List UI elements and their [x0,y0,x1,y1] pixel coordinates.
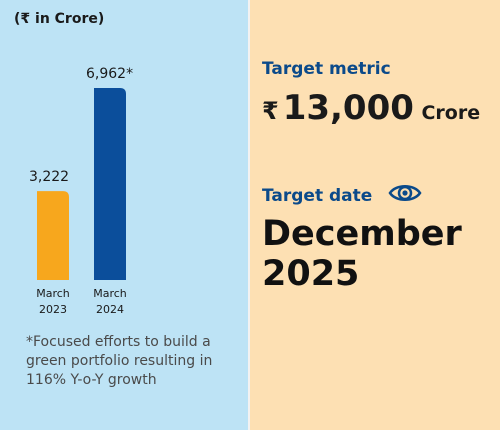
target-metric-value: ₹13,000 Crore [262,88,480,128]
target-date-heading: Target date [262,182,422,209]
eye-icon [388,182,422,209]
target-date-value: December 2025 [262,214,462,294]
bar-chart: 3,222 March 2023 6,962* March 2024 [29,66,133,316]
category-label-1-1: 2024 [96,303,124,316]
value-label-1: 6,962* [86,66,133,82]
chart-panel: (₹ in Crore) 3,222 March 2023 6,962* March 20… [0,0,248,430]
target-metric-number: 13,000 [282,88,414,128]
target-panel [250,0,500,430]
bar-1 [94,88,126,280]
target-metric-label: Target metric [262,59,391,79]
footnote: *Focused efforts to build a green portfo… [26,334,213,388]
category-label-0-0: March [36,287,70,300]
unit-label: (₹ in Crore) [14,11,105,27]
target-metric-unit: Crore [421,102,481,124]
category-label-1-0: March [93,287,127,300]
currency-symbol: ₹ [262,97,279,125]
category-label-0-1: 2023 [39,303,67,316]
value-label-0: 3,222 [29,169,69,185]
target-date-label: Target date [262,185,373,206]
bar-0 [37,191,69,280]
